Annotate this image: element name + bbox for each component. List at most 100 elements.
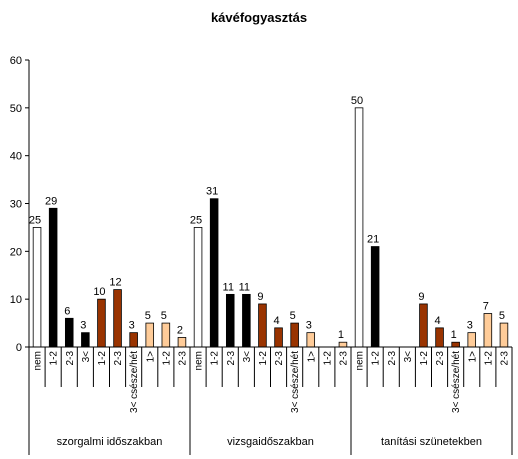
x-category-label: 1-2 [322, 351, 333, 366]
bar [274, 327, 283, 348]
x-category-label: 1-2 [97, 351, 108, 366]
y-axis: 0 10 20 30 40 50 60 [10, 55, 30, 354]
x-category-label: 2-3 [113, 351, 124, 366]
x-category-label: 1-2 [49, 351, 60, 366]
bar [32, 227, 42, 348]
bars [32, 107, 509, 348]
data-label: 1 [338, 329, 344, 341]
bar [338, 341, 348, 348]
bar [64, 317, 74, 348]
bar [145, 322, 155, 348]
x-category-label: 2-3 [435, 351, 446, 366]
bar [290, 322, 299, 348]
x-axis: nem 1-2 2-3 3< 1-2 2-3 3< csésze/hét 1> 1-2 2-3 sz… [28, 346, 513, 455]
bar [354, 107, 364, 348]
bar [129, 332, 138, 348]
data-label: 5 [499, 310, 505, 322]
x-category-label: 3< [242, 351, 253, 363]
y-tick-label: 50 [10, 103, 22, 115]
data-label: 3 [306, 320, 312, 332]
data-label: 11 [239, 281, 250, 293]
data-label: 6 [64, 305, 70, 317]
x-category-label: 1-2 [161, 351, 172, 366]
chart-title: kávéfogyasztás [211, 10, 307, 25]
data-label: 3 [80, 320, 86, 332]
data-label: 9 [257, 291, 263, 303]
bar [97, 298, 106, 348]
bar [370, 246, 380, 348]
x-category-label: 2-3 [499, 351, 510, 366]
y-tick-label: 20 [10, 246, 22, 258]
data-label: 2 [177, 324, 183, 336]
x-category-label: 3< [403, 351, 414, 363]
x-category-label: nem [33, 351, 44, 370]
x-category-label: 1-2 [258, 351, 269, 366]
data-label: 25 [29, 214, 41, 226]
x-category-label: 2-3 [65, 351, 76, 366]
data-label: 31 [206, 186, 218, 198]
data-label: 4 [273, 315, 279, 327]
y-tick-label: 60 [10, 55, 22, 67]
group-label: tanítási szünetekben [381, 436, 482, 448]
x-category-label: 1-2 [210, 351, 221, 366]
x-category-label: 2-3 [177, 351, 188, 366]
bar [499, 322, 509, 348]
data-label: 12 [109, 277, 121, 289]
bar [419, 303, 428, 348]
bar [306, 332, 316, 348]
x-category-label: 3< csésze/hét [290, 351, 301, 413]
data-label: 11 [223, 281, 234, 293]
data-label: 50 [351, 95, 363, 107]
y-tick-label: 40 [10, 151, 22, 163]
x-category-label: 2-3 [226, 351, 237, 366]
x-category-label: 2-3 [387, 351, 398, 366]
bar [435, 327, 444, 348]
x-category-label: 1-2 [483, 351, 494, 366]
data-label: 4 [434, 315, 440, 327]
bar [209, 198, 219, 348]
bar [242, 293, 251, 348]
y-tick-label: 30 [10, 199, 22, 211]
x-category-label: 3< [81, 351, 92, 363]
bar [225, 293, 235, 348]
data-label: 9 [418, 291, 424, 303]
x-category-label: 1-2 [419, 351, 430, 366]
data-label: 7 [483, 301, 489, 313]
data-label: 10 [93, 286, 105, 298]
x-category-label: 1-2 [371, 351, 382, 366]
data-label: 5 [290, 310, 296, 322]
data-label: 29 [45, 195, 57, 207]
bar [193, 227, 203, 348]
data-label: 21 [367, 234, 379, 246]
bar [48, 207, 58, 348]
y-tick-label: 0 [16, 342, 22, 354]
bar [483, 313, 493, 348]
x-category-label: 1> [306, 351, 317, 363]
x-category-label: 1> [145, 351, 156, 363]
bar [467, 332, 477, 348]
bar [81, 332, 90, 348]
bar [177, 337, 187, 348]
data-label: 3 [129, 320, 135, 332]
x-category-label: 2-3 [338, 351, 349, 366]
y-tick-label: 10 [10, 294, 22, 306]
x-category-label: 3< csésze/hét [129, 351, 140, 413]
group-label: vizsgaidőszakban [227, 436, 314, 448]
x-category-label: nem [355, 351, 366, 370]
data-label: 5 [161, 310, 167, 322]
data-label: 1 [451, 329, 457, 341]
bar [161, 322, 171, 348]
data-label: 25 [190, 214, 202, 226]
data-label: 5 [145, 310, 151, 322]
x-category-label: 3< csésze/hét [451, 351, 462, 413]
bar [451, 341, 460, 348]
x-category-label: 2-3 [274, 351, 285, 366]
x-category-label: nem [194, 351, 205, 370]
data-label: 3 [467, 320, 473, 332]
bar [258, 303, 267, 348]
group-label: szorgalmi időszakban [57, 436, 163, 448]
x-category-label: 1> [467, 351, 478, 363]
bar [113, 289, 122, 348]
